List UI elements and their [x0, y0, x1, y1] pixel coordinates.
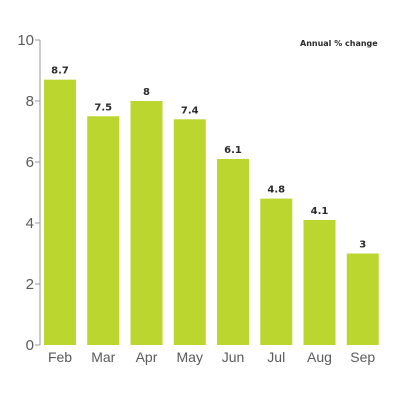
data-label: 6.1	[224, 145, 242, 156]
bar-jun	[217, 158, 249, 345]
data-label: 3	[359, 240, 366, 251]
data-label: 7.5	[94, 102, 112, 113]
data-label: 4.1	[311, 206, 329, 217]
x-tick-label: Jun	[222, 349, 245, 365]
y-tick-label: 2	[26, 276, 34, 293]
bar-apr	[130, 101, 163, 345]
bar-sep	[346, 253, 379, 345]
bar-jul	[260, 198, 293, 345]
x-tick-label: Apr	[136, 349, 158, 365]
x-tick-label: Aug	[307, 349, 332, 365]
bar-mar	[87, 116, 120, 345]
x-tick-label: Sep	[350, 349, 375, 365]
data-label: 8.7	[51, 66, 69, 77]
bars-group	[44, 79, 379, 346]
data-label: 8	[143, 87, 150, 98]
x-tick-label: Mar	[91, 349, 115, 365]
data-labels-group: 8.7 7.5 8 7.4 6.1 4.8 4.1 3	[51, 66, 366, 251]
y-tick-label: 8	[26, 93, 34, 110]
annotation-label: Annual % change	[300, 39, 378, 48]
bar-aug	[303, 219, 336, 345]
x-tick-label: Jul	[267, 349, 285, 365]
bar-may	[173, 119, 206, 345]
y-axis-ticks: 0 2 4 6 8 10	[17, 32, 40, 354]
x-axis-labels: Feb Mar Apr May Jun Jul Aug Sep	[48, 349, 375, 365]
y-tick-label: 0	[26, 337, 34, 354]
data-label: 4.8	[267, 185, 285, 196]
y-tick-label: 6	[26, 154, 34, 171]
data-label: 7.4	[181, 105, 199, 116]
bar-feb	[44, 79, 76, 346]
x-tick-label: Feb	[48, 349, 72, 365]
y-tick-label: 4	[26, 215, 34, 232]
y-tick-label: 10	[17, 32, 34, 49]
x-tick-label: May	[177, 349, 203, 365]
